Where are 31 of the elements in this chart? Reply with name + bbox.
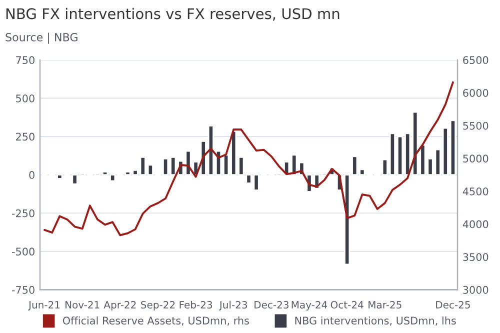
y2-tick-label: 4500 bbox=[462, 187, 488, 196]
x-tick-label: Nov-21 bbox=[66, 301, 100, 309]
x-tick-label: Oct-24 bbox=[330, 301, 364, 309]
y-tick-label: 0 bbox=[29, 171, 34, 179]
chart-subtitle: Source | NBG bbox=[6, 32, 78, 44]
chart-title: NBG FX interventions vs FX reserves, USD mn bbox=[6, 8, 340, 21]
y-tick-label: -750 bbox=[12, 286, 34, 294]
y2-tick-label: 6000 bbox=[463, 88, 488, 97]
x-tick-label: Feb-23 bbox=[180, 300, 212, 309]
x-tick-label: Sep-22 bbox=[141, 301, 175, 310]
y-tick-label: -250 bbox=[12, 209, 34, 218]
x-tick-label: Dec-23 bbox=[254, 301, 288, 309]
x-tick-label: Apr-22 bbox=[104, 301, 136, 310]
legend-label: NBG interventions, USDmn, lhs bbox=[295, 316, 456, 326]
y-tick-label: 250 bbox=[16, 132, 34, 141]
line-series bbox=[44, 81, 454, 236]
x-tick-label: Mar-25 bbox=[368, 301, 402, 309]
x-tick-label: Dec-25 bbox=[436, 301, 470, 309]
legend-label: Official Reserve Assets, USDmn, rhs bbox=[62, 316, 249, 326]
x-tick-label: Jun-21 bbox=[28, 301, 60, 310]
y2-tick-label: 3500 bbox=[463, 253, 488, 261]
y-tick-label: 750 bbox=[16, 56, 34, 64]
y2-tick-label: 5000 bbox=[463, 154, 488, 163]
x-tick-label: Jul-23 bbox=[218, 300, 248, 310]
y2-tick-label: 6500 bbox=[463, 56, 488, 64]
y2-tick-label: 5500 bbox=[463, 122, 488, 130]
x-tick-label: May-24 bbox=[292, 301, 328, 310]
y2-tick-label: 4000 bbox=[462, 220, 488, 228]
y-tick-label: -500 bbox=[12, 248, 34, 256]
y2-tick-label: 3000 bbox=[463, 286, 488, 294]
y-tick-label: 500 bbox=[16, 94, 34, 102]
